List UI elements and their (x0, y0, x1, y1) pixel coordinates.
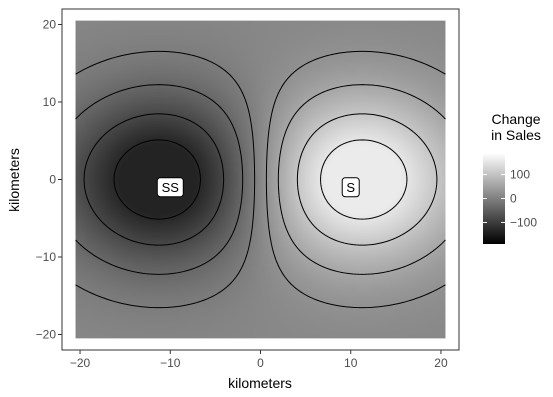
x-tick-label: 10 (344, 356, 358, 370)
label-text: SS (162, 180, 180, 195)
source-label-s: S (341, 177, 360, 198)
label-box (156, 177, 184, 198)
legend-break-label: 100 (510, 168, 530, 182)
contour-line (113, 139, 201, 220)
x-tick-label: 20 (434, 356, 448, 370)
legend-break-label: 0 (510, 192, 517, 206)
label-text: S (346, 180, 355, 195)
plot-panel: SS S (61, 8, 460, 351)
source-labels: SS S (156, 177, 360, 198)
x-tick-label: 0 (257, 356, 264, 370)
sales-change-field (75, 20, 446, 339)
y-axis-title: kilometers (6, 148, 22, 212)
contour-line (75, 50, 256, 309)
x-axis: −20 −10 0 10 20 (70, 350, 448, 370)
x-axis-title: kilometers (228, 375, 292, 391)
y-tick-label: −10 (36, 250, 57, 264)
contour-line (83, 113, 225, 246)
y-tick-label: −20 (36, 328, 57, 342)
y-axis: −20 −10 0 10 20 (36, 18, 62, 342)
x-tick-label: −20 (70, 356, 91, 370)
y-tick-label: 20 (43, 18, 57, 32)
contour-line (296, 113, 438, 246)
legend-title-line1: Change (491, 111, 540, 127)
legend-title-line2: in Sales (491, 127, 541, 143)
contour-line (277, 84, 446, 275)
legend-break-label: −100 (510, 215, 537, 229)
contour-line (320, 139, 408, 220)
contour-line (265, 50, 446, 309)
label-box (341, 177, 360, 198)
source-label-ss: SS (156, 177, 184, 198)
y-tick-label: 10 (43, 95, 57, 109)
legend: Change in Sales 100 0 −100 (483, 111, 541, 244)
x-tick-label: −10 (160, 356, 181, 370)
legend-colorbar (483, 153, 505, 244)
contour-line (75, 84, 244, 275)
y-tick-label: 0 (49, 173, 56, 187)
contour-lines (75, 50, 446, 309)
legend-breaks: 100 0 −100 (483, 168, 537, 229)
